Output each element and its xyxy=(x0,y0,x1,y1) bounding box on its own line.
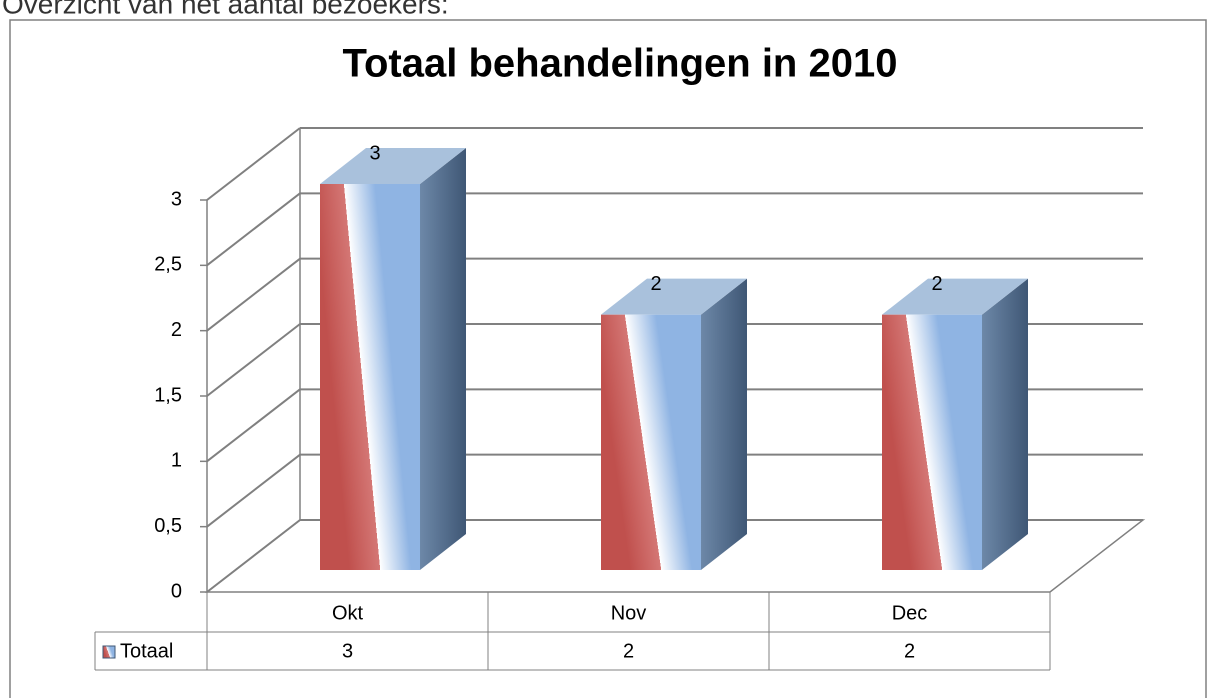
data-label: 2 xyxy=(650,273,661,295)
data-label: 2 xyxy=(931,273,942,295)
y-tick-label: 2 xyxy=(171,319,182,341)
grid-line xyxy=(206,127,301,201)
bar xyxy=(320,184,420,570)
grid-line xyxy=(206,192,301,267)
bar-side xyxy=(420,148,466,570)
x-tick-label: Okt xyxy=(332,602,364,624)
y-tick-label: 1 xyxy=(171,450,182,472)
y-tick-label: 0,5 xyxy=(154,515,182,537)
bar-side xyxy=(701,278,747,570)
chart-border xyxy=(9,19,1207,698)
bar xyxy=(601,314,701,570)
table-value: 2 xyxy=(904,640,915,662)
grid-line xyxy=(206,453,301,528)
grid-line xyxy=(206,257,301,332)
y-tick-label: 2,5 xyxy=(154,254,182,276)
grid-line xyxy=(206,323,301,397)
x-tick-label: Dec xyxy=(892,602,928,624)
bar-top xyxy=(882,278,1028,315)
bar-top xyxy=(601,278,747,315)
grid-line xyxy=(206,519,301,593)
grid-line xyxy=(206,388,301,463)
bar-top xyxy=(320,148,466,184)
table-value: 3 xyxy=(342,640,353,662)
legend-key xyxy=(102,645,116,659)
bar xyxy=(882,314,982,570)
y-tick-label: 3 xyxy=(171,188,182,210)
data-label: 3 xyxy=(369,142,380,164)
x-tick-label: Nov xyxy=(611,602,647,624)
y-tick-label: 1,5 xyxy=(154,384,182,406)
legend-label: Totaal xyxy=(120,640,173,662)
heading: Overzicht van het aantal bezoekers: xyxy=(2,0,449,19)
bar-side xyxy=(982,278,1028,570)
y-tick-label: 0 xyxy=(171,580,182,602)
chart-title: Totaal behandelingen in 2010 xyxy=(343,42,898,86)
table-value: 2 xyxy=(623,640,634,662)
